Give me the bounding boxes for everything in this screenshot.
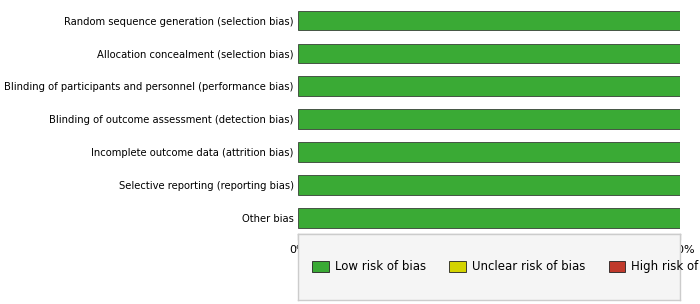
Legend: Low risk of bias, Unclear risk of bias, High risk of bias: Low risk of bias, Unclear risk of bias, … [307,256,700,278]
Bar [298,11,680,30]
Bar [298,43,680,63]
Bar [298,109,680,129]
Bar [298,208,680,228]
Bar [298,175,680,195]
Bar [298,76,680,96]
Bar [298,142,680,162]
